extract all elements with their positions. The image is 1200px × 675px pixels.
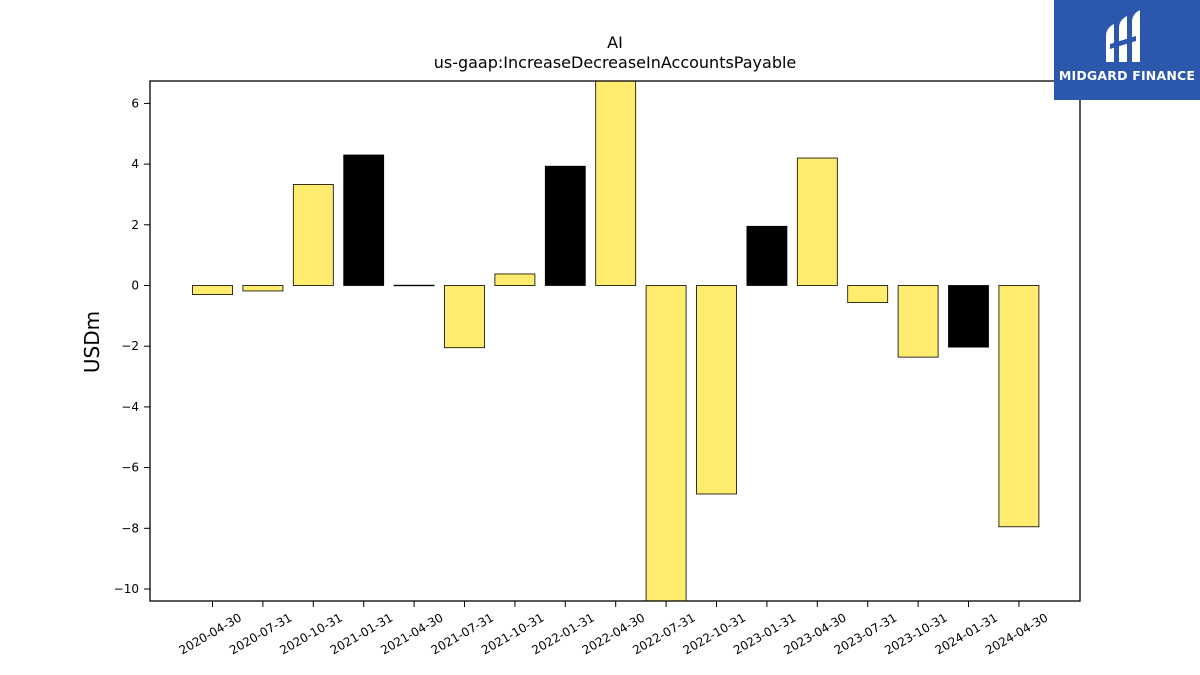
bar-2021-07-31 bbox=[444, 285, 485, 349]
brand-logo: MIDGARD FINANCE bbox=[1054, 0, 1200, 100]
bar-2020-04-30 bbox=[192, 285, 233, 296]
plot-frame bbox=[149, 80, 1081, 602]
y-tick-label: 0 bbox=[131, 279, 139, 293]
bar-2022-04-30 bbox=[595, 80, 637, 286]
y-tick-label: −6 bbox=[121, 461, 139, 475]
logo-mark-icon bbox=[1106, 10, 1140, 62]
bars-group bbox=[192, 80, 1040, 602]
x-ticks-group: 2020-04-302020-07-312020-10-312021-01-31… bbox=[177, 601, 1050, 657]
y-tick-label: −8 bbox=[121, 521, 139, 535]
y-tick-label: 6 bbox=[131, 96, 139, 110]
bar-2023-04-30 bbox=[796, 157, 838, 286]
bar-2021-04-30 bbox=[393, 284, 435, 287]
bar-2023-07-31 bbox=[847, 285, 889, 303]
y-tick-label: −2 bbox=[121, 339, 139, 353]
logo-text: MIDGARD FINANCE bbox=[1058, 68, 1196, 83]
y-tick-label: 4 bbox=[131, 157, 139, 171]
bar-2020-10-31 bbox=[292, 184, 334, 286]
bar-2023-10-31 bbox=[897, 285, 939, 358]
bar-2021-01-31 bbox=[343, 154, 385, 286]
chart-subtitle: us-gaap:IncreaseDecreaseInAccountsPayabl… bbox=[434, 53, 797, 72]
y-ticks-group: 6 4 2 0 −2 −4 −6 −8 −10 bbox=[114, 96, 150, 596]
y-axis-label: USDm bbox=[80, 311, 104, 373]
bar-2021-10-31 bbox=[494, 273, 536, 286]
bar-2023-01-31 bbox=[746, 225, 788, 286]
bar-2022-01-31 bbox=[544, 165, 586, 286]
bar-2022-10-31 bbox=[696, 285, 737, 495]
bar-2024-04-30 bbox=[998, 285, 1040, 528]
y-tick-label: 2 bbox=[131, 218, 139, 232]
bar-2024-01-31 bbox=[948, 285, 989, 348]
y-tick-label: −10 bbox=[114, 582, 139, 596]
bar-2020-07-31 bbox=[242, 285, 284, 292]
y-tick-label: −4 bbox=[121, 400, 139, 414]
bar-2022-07-31 bbox=[645, 285, 687, 602]
chart-title: AI bbox=[607, 33, 623, 52]
